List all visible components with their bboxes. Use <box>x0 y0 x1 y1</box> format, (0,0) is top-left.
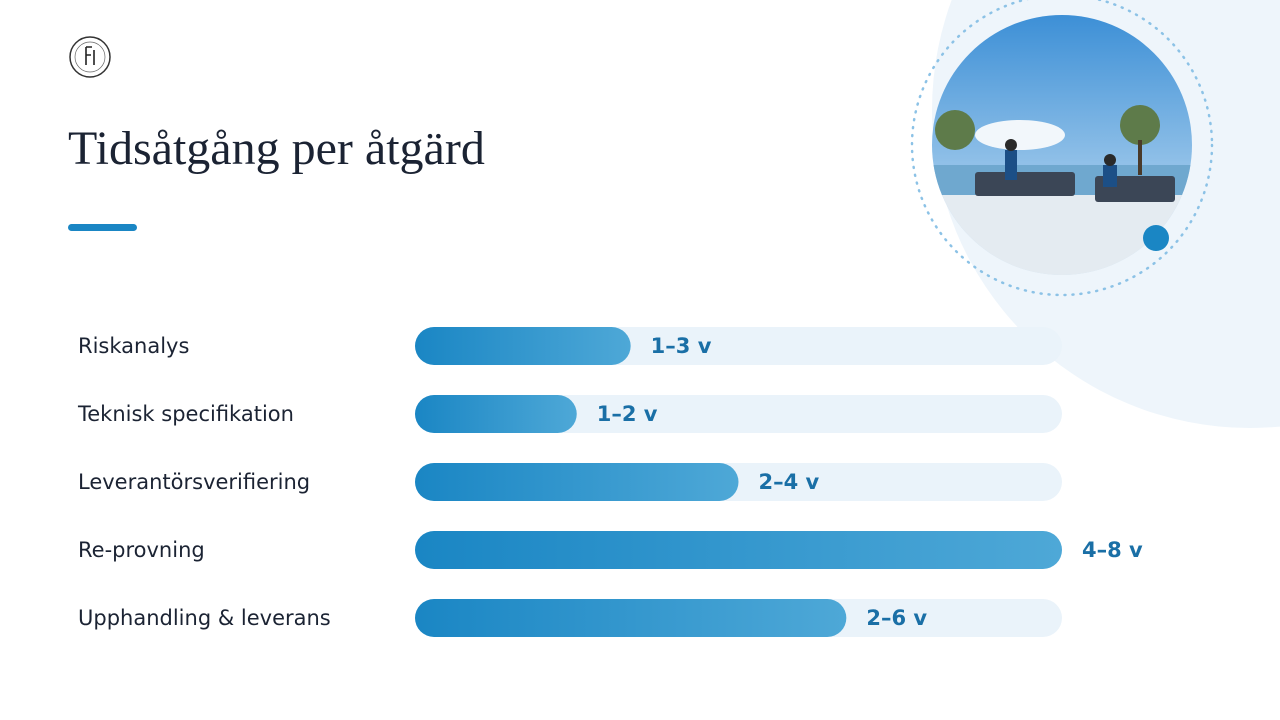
value-label: 1–2 v <box>597 402 658 426</box>
value-label: 2–4 v <box>759 470 820 494</box>
bar <box>415 599 847 637</box>
bar <box>415 531 1062 569</box>
bar <box>415 463 739 501</box>
category-label: Leverantörsverifiering <box>78 470 310 494</box>
bar <box>415 395 577 433</box>
title-underline <box>68 224 137 231</box>
accent-dot <box>1143 225 1169 251</box>
value-label: 1–3 v <box>651 334 712 358</box>
dotted-ring <box>910 0 1214 297</box>
category-label: Upphandling & leverans <box>78 606 331 630</box>
bar-chart: Riskanalys 1–3 v Teknisk specifikation 1–2 … <box>77 327 1143 637</box>
value-label: 2–6 v <box>866 606 927 630</box>
title: Tidsåtgång per åtgärd <box>68 122 485 175</box>
category-label: Re-provning <box>78 538 205 562</box>
category-label: Riskanalys <box>78 334 189 358</box>
category-label: Teknisk specifikation <box>77 402 294 426</box>
bar-track <box>415 395 1062 433</box>
bar <box>415 327 631 365</box>
value-label: 4–8 v <box>1082 538 1143 562</box>
logo <box>69 36 111 78</box>
